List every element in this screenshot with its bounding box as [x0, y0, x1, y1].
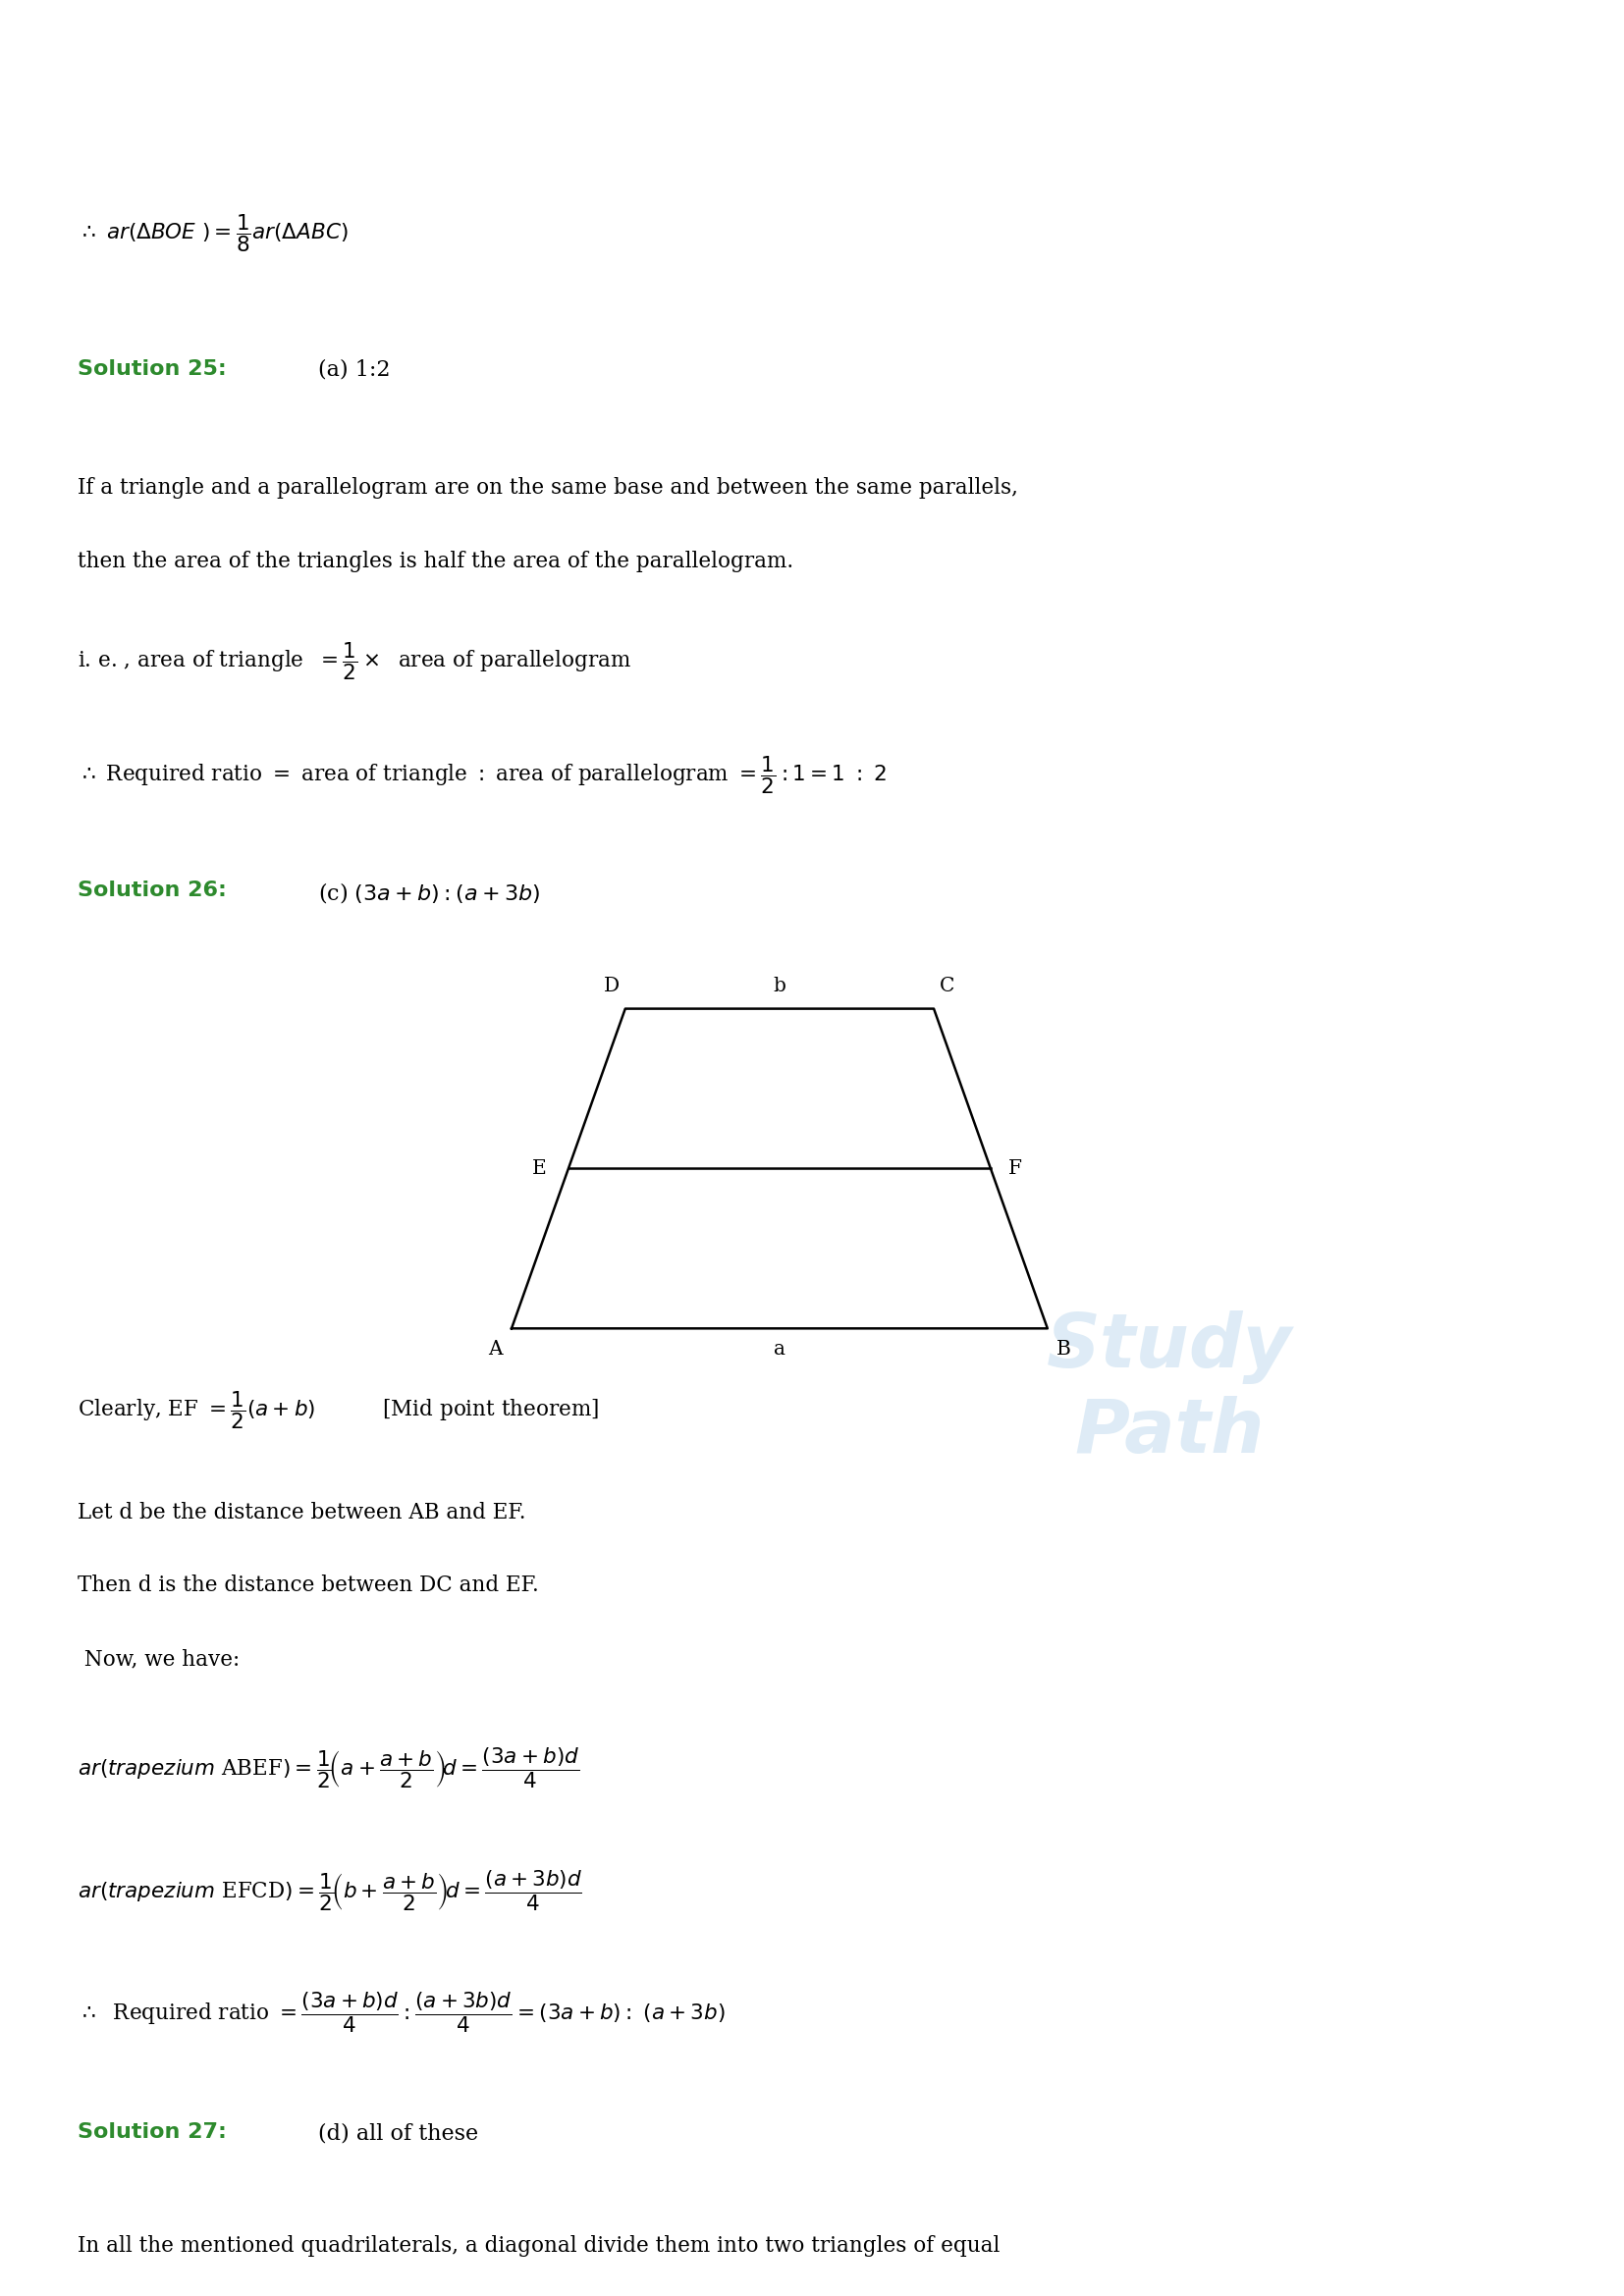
Text: E: E — [533, 1159, 547, 1178]
Text: F: F — [1009, 1159, 1021, 1178]
Text: a: a — [773, 1339, 786, 1359]
Text: Solution 26:: Solution 26: — [78, 879, 227, 900]
Text: A: A — [489, 1339, 502, 1359]
Text: In all the mentioned quadrilaterals, a diagonal divide them into two triangles o: In all the mentioned quadrilaterals, a d… — [78, 2234, 1000, 2257]
Text: Let d be the distance between AB and EF.: Let d be the distance between AB and EF. — [78, 1502, 526, 1522]
Text: Then d is the distance between DC and EF.: Then d is the distance between DC and EF… — [78, 1575, 539, 1596]
Text: (c) $(3a + b):(a + 3b)$: (c) $(3a + b):(a + 3b)$ — [318, 879, 541, 905]
Text: b: b — [773, 976, 786, 994]
Text: Study Path: Study Path — [80, 124, 141, 138]
Text: $\therefore$ Required ratio $=$ area of triangle $:$ area of parallelogram $= \d: $\therefore$ Required ratio $=$ area of … — [78, 753, 887, 797]
Text: Now, we have:: Now, we have: — [78, 1649, 240, 1669]
Text: $ar(\mathit{trapezium}$ ABEF$) = \dfrac{1}{2}\!\left(a + \dfrac{a+b}{2}\right)\!: $ar(\mathit{trapezium}$ ABEF$) = \dfrac{… — [78, 1745, 580, 1791]
Text: Clearly, EF $= \dfrac{1}{2}(a + b)$          [Mid point theorem]: Clearly, EF $= \dfrac{1}{2}(a + b)$ [Mid… — [78, 1389, 599, 1430]
Text: D: D — [604, 976, 620, 994]
Text: $\therefore\ ar(\Delta BOE\ ) = \dfrac{1}{8}ar(\Delta ABC)$: $\therefore\ ar(\Delta BOE\ ) = \dfrac{1… — [78, 214, 349, 255]
Text: If a triangle and a parallelogram are on the same base and between the same para: If a triangle and a parallelogram are on… — [78, 478, 1018, 498]
Text: Study
Path: Study Path — [1046, 1311, 1293, 1469]
Text: Page 10 of 14: Page 10 of 14 — [745, 2241, 879, 2259]
Text: (d) all of these: (d) all of these — [318, 2124, 479, 2144]
Text: Solution 25:: Solution 25: — [78, 358, 227, 379]
Text: Solution 27:: Solution 27: — [78, 2124, 227, 2142]
Text: B: B — [1056, 1339, 1070, 1359]
Text: i. e. , area of triangle  $= \dfrac{1}{2}\times$  area of parallelogram: i. e. , area of triangle $= \dfrac{1}{2}… — [78, 641, 632, 682]
Text: then the area of the triangles is half the area of the parallelogram.: then the area of the triangles is half t… — [78, 551, 794, 572]
Text: RS Aggarwal Solutions: RS Aggarwal Solutions — [664, 69, 960, 92]
Text: C: C — [939, 976, 955, 994]
Text: $\therefore\ $ Required ratio $= \dfrac{(3a+b)d}{4} : \dfrac{(a+3b)d}{4} = (3a+b: $\therefore\ $ Required ratio $= \dfrac{… — [78, 1991, 726, 2034]
Text: (a) 1:2: (a) 1:2 — [318, 358, 390, 381]
Text: $ar(\mathit{trapezium}$ EFCD$) = \dfrac{1}{2}\!\left(b + \dfrac{a+b}{2}\right)\!: $ar(\mathit{trapezium}$ EFCD$) = \dfrac{… — [78, 1869, 583, 1913]
Text: Class - 9: Class - 9 — [763, 21, 861, 46]
Text: 🗒: 🗒 — [101, 53, 120, 80]
Text: Chapter 11: Areas of Parallelograms and Triangles: Chapter 11: Areas of Parallelograms and … — [482, 126, 1142, 149]
